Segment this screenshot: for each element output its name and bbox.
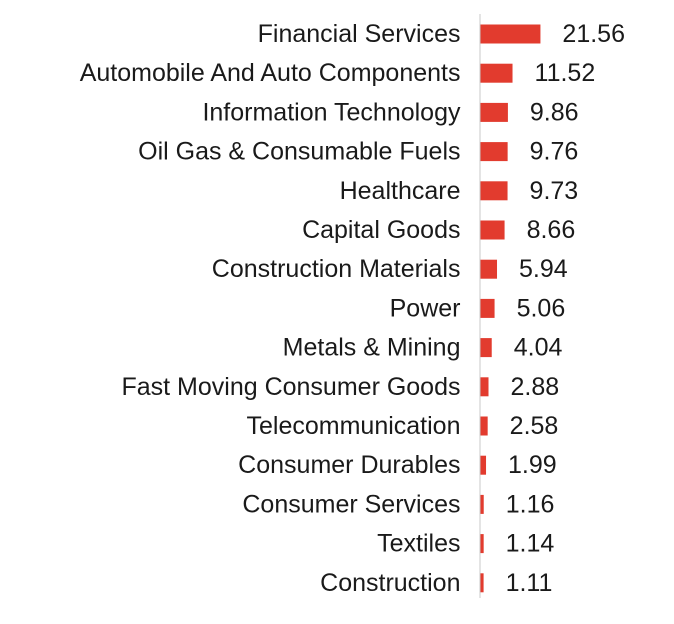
bar-automobile-and-auto-components bbox=[480, 63, 513, 83]
category-label-information-technology: Information Technology bbox=[202, 98, 461, 126]
bar-construction bbox=[480, 573, 484, 593]
category-label-fast-moving-consumer-goods: Fast Moving Consumer Goods bbox=[121, 373, 460, 401]
value-label-construction-materials: 5.94 bbox=[519, 255, 568, 283]
bar-power bbox=[480, 298, 495, 318]
category-label-metals-and-mining: Metals & Mining bbox=[283, 334, 461, 362]
category-label-textiles: Textiles bbox=[377, 530, 460, 558]
value-label-consumer-services: 1.16 bbox=[506, 490, 555, 518]
bar-healthcare bbox=[480, 181, 508, 201]
category-label-consumer-durables: Consumer Durables bbox=[238, 451, 460, 479]
bar-oil-gas-and-consumable-fuels bbox=[480, 142, 508, 162]
value-labels: 21.56 11.52 9.86 9.76 9.73 8.66 5.94 5.06 4.04 2.… bbox=[506, 20, 625, 597]
bar-textiles bbox=[480, 534, 484, 554]
value-label-consumer-durables: 1.99 bbox=[508, 451, 557, 479]
bar-consumer-services bbox=[480, 494, 484, 514]
bars bbox=[480, 24, 541, 593]
bar-metals-and-mining bbox=[480, 338, 492, 358]
value-label-oil-gas-and-consumable-fuels: 9.76 bbox=[530, 138, 579, 166]
value-label-metals-and-mining: 4.04 bbox=[514, 334, 563, 362]
value-label-capital-goods: 8.66 bbox=[527, 216, 576, 244]
category-label-oil-gas-and-consumable-fuels: Oil Gas & Consumable Fuels bbox=[138, 138, 460, 166]
value-label-information-technology: 9.86 bbox=[530, 98, 579, 126]
bar-information-technology bbox=[480, 102, 508, 122]
value-label-telecommunication: 2.58 bbox=[510, 412, 559, 440]
value-label-automobile-and-auto-components: 11.52 bbox=[535, 59, 596, 87]
category-label-construction: Construction bbox=[320, 569, 460, 597]
category-label-capital-goods: Capital Goods bbox=[302, 216, 460, 244]
value-label-power: 5.06 bbox=[517, 294, 566, 322]
value-label-construction: 1.11 bbox=[506, 569, 553, 597]
bar-construction-materials bbox=[480, 259, 498, 279]
category-label-telecommunication: Telecommunication bbox=[247, 412, 461, 440]
bar-telecommunication bbox=[480, 416, 488, 436]
category-label-financial-services: Financial Services bbox=[258, 20, 461, 48]
bar-fast-moving-consumer-goods bbox=[480, 377, 489, 397]
bar-consumer-durables bbox=[480, 455, 487, 475]
category-label-healthcare: Healthcare bbox=[340, 177, 461, 205]
category-label-power: Power bbox=[390, 294, 461, 322]
value-label-textiles: 1.14 bbox=[506, 530, 555, 558]
category-label-automobile-and-auto-components: Automobile And Auto Components bbox=[80, 59, 461, 87]
category-label-construction-materials: Construction Materials bbox=[212, 255, 461, 283]
category-labels: Financial Services Automobile And Auto Co… bbox=[80, 20, 461, 597]
bar-financial-services bbox=[480, 24, 541, 44]
value-label-healthcare: 9.73 bbox=[530, 177, 579, 205]
category-label-consumer-services: Consumer Services bbox=[242, 490, 460, 518]
bar-capital-goods bbox=[480, 220, 505, 240]
value-label-financial-services: 21.56 bbox=[562, 20, 625, 48]
value-label-fast-moving-consumer-goods: 2.88 bbox=[511, 373, 560, 401]
